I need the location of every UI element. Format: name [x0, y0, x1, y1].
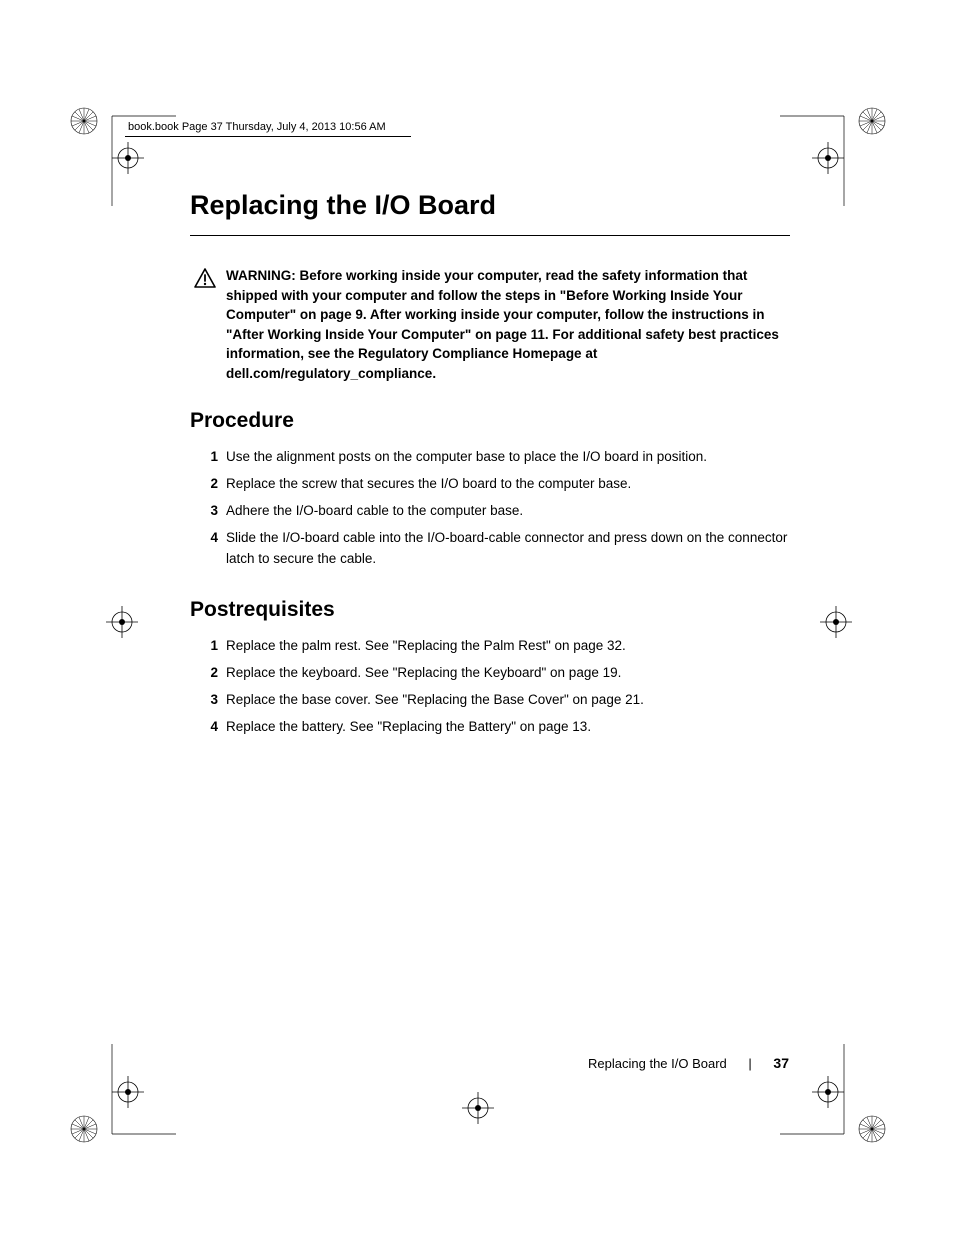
crop-mark-mid-right — [806, 592, 866, 652]
content-area: Replacing the I/O Board WARNING: Before … — [190, 190, 790, 744]
crop-mark-bottom-right — [780, 1044, 890, 1154]
page: book.book Page 37 Thursday, July 4, 2013… — [0, 0, 954, 1235]
running-header-rule — [125, 136, 411, 137]
section-heading-postrequisites: Postrequisites — [190, 598, 790, 622]
section-heading-procedure: Procedure — [190, 409, 790, 433]
running-header: book.book Page 37 Thursday, July 4, 2013… — [128, 121, 386, 133]
warning-block: WARNING: Before working inside your comp… — [190, 266, 790, 383]
list-item: Use the alignment posts on the computer … — [200, 447, 790, 468]
footer-separator: | — [748, 1056, 751, 1071]
warning-body: Before working inside your computer, rea… — [226, 268, 779, 381]
warning-icon — [194, 268, 216, 293]
page-title: Replacing the I/O Board — [190, 190, 790, 229]
list-item: Replace the keyboard. See "Replacing the… — [200, 663, 790, 684]
page-footer: Replacing the I/O Board | 37 — [588, 1055, 789, 1071]
footer-section: Replacing the I/O Board — [588, 1056, 727, 1071]
list-item: Replace the screw that secures the I/O b… — [200, 474, 790, 495]
crop-mark-mid-left — [92, 592, 152, 652]
title-rule — [190, 235, 790, 236]
crop-mark-top-left — [66, 96, 176, 206]
list-item: Adhere the I/O-board cable to the comput… — [200, 501, 790, 522]
warning-text: WARNING: Before working inside your comp… — [226, 266, 790, 383]
procedure-list: Use the alignment posts on the computer … — [190, 447, 790, 570]
list-item: Replace the palm rest. See "Replacing th… — [200, 636, 790, 657]
warning-label: WARNING: — [226, 268, 300, 283]
crop-mark-bottom-left — [66, 1044, 176, 1154]
list-item: Replace the base cover. See "Replacing t… — [200, 690, 790, 711]
list-item: Slide the I/O-board cable into the I/O-b… — [200, 528, 790, 570]
postrequisites-list: Replace the palm rest. See "Replacing th… — [190, 636, 790, 738]
footer-page-number: 37 — [773, 1055, 789, 1071]
crop-mark-bottom-center — [448, 1078, 508, 1138]
crop-mark-top-right — [780, 96, 890, 206]
list-item: Replace the battery. See "Replacing the … — [200, 717, 790, 738]
